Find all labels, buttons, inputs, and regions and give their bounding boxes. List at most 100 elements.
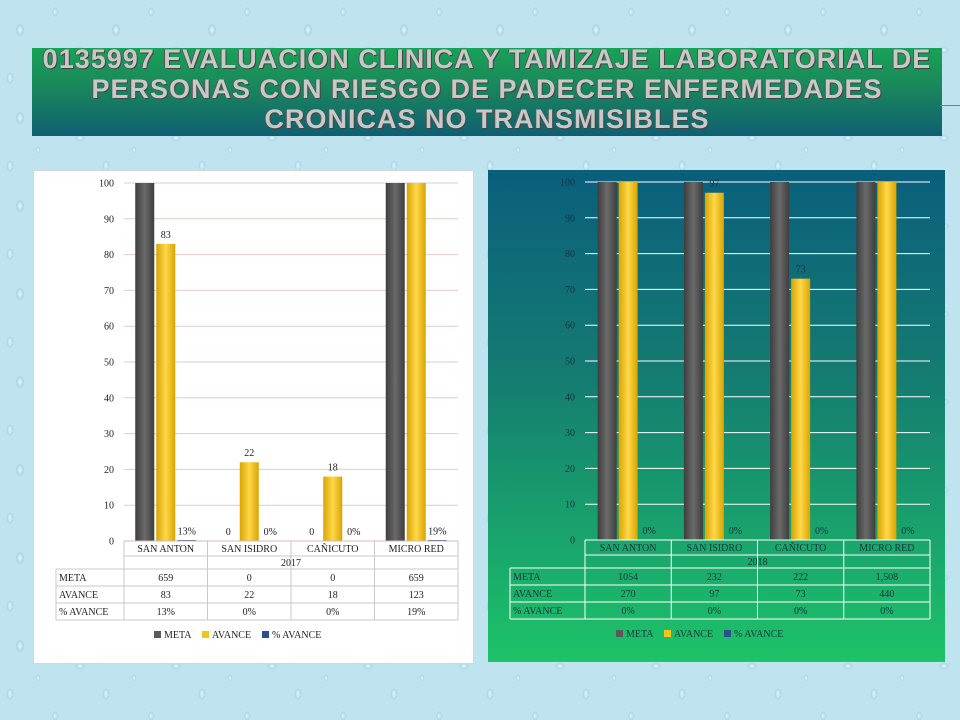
chart-2018: 0 10 20 30 40 50 60 70 80 90 100 0% 97 0% 73 0% 0% SAN AN… <box>509 178 931 640</box>
table-cell: 97 <box>709 589 719 600</box>
legend-swatch <box>262 631 269 638</box>
bar-meta <box>856 182 876 540</box>
data-label: 0% <box>729 526 742 537</box>
bar-meta <box>597 182 617 540</box>
legend-label: % AVANCE <box>734 629 783 640</box>
y-tick-label: 50 <box>104 358 114 369</box>
table-cell: 0 <box>330 573 335 584</box>
table-cell: 19% <box>407 607 425 618</box>
bar-avance <box>877 182 897 540</box>
data-label: 0 <box>226 527 231 538</box>
y-tick-label: 30 <box>565 428 575 439</box>
y-tick-label: 60 <box>565 321 575 332</box>
slide-title: 0135997 EVALUACION CLINICA Y TAMIZAJE LA… <box>42 44 932 134</box>
data-label: 83 <box>161 230 171 241</box>
y-tick-label: 50 <box>565 357 575 368</box>
y-tick-label: 60 <box>104 322 114 333</box>
data-label: 0% <box>815 526 828 537</box>
bar-meta <box>683 182 703 540</box>
title-divider-line <box>940 105 960 106</box>
table-cell: 659 <box>409 573 424 584</box>
table-cell: 0% <box>326 607 339 618</box>
y-tick-label: 80 <box>565 249 575 260</box>
legend-swatch <box>724 630 731 637</box>
y-tick-label: 0 <box>570 536 575 547</box>
table-cell: 0% <box>880 606 893 617</box>
chart-panel-2017: 0 10 20 30 40 50 60 70 80 90 100 83 13% 0 22 0% 0 18 0% 19%… <box>33 170 474 664</box>
legend-swatch <box>202 631 209 638</box>
table-row-label: AVANCE <box>513 589 552 600</box>
category-label: SAN ISIDRO <box>221 544 277 555</box>
table-cell: 0% <box>243 607 256 618</box>
table-cell: 73 <box>796 589 806 600</box>
y-tick-label: 30 <box>104 429 114 440</box>
table-cell: 1054 <box>618 572 638 583</box>
table-cell: 83 <box>161 590 171 601</box>
y-tick-label: 70 <box>565 285 575 296</box>
y-tick-label: 80 <box>104 250 114 261</box>
legend-swatch <box>664 630 671 637</box>
category-label: SAN ISIDRO <box>686 543 742 554</box>
table-row-label: % AVANCE <box>513 606 562 617</box>
bar-meta <box>385 183 405 541</box>
chart-2017: 0 10 20 30 40 50 60 70 80 90 100 83 13% 0 22 0% 0 18 0% 19%… <box>55 179 459 641</box>
table-cell: 22 <box>244 590 254 601</box>
data-label: 19% <box>428 526 446 537</box>
y-tick-label: 40 <box>565 392 575 403</box>
table-cell: 0 <box>247 573 252 584</box>
bar-avance <box>618 182 638 540</box>
data-label: 13% <box>178 527 196 538</box>
table-cell: 440 <box>879 589 894 600</box>
y-tick-label: 10 <box>565 500 575 511</box>
data-label: 0 <box>309 527 314 538</box>
table-cell: 18 <box>328 590 338 601</box>
data-label: 73 <box>796 265 806 276</box>
y-tick-label: 40 <box>104 393 114 404</box>
legend-label: % AVANCE <box>272 630 321 641</box>
bar-avance <box>791 278 811 540</box>
y-tick-label: 20 <box>565 464 575 475</box>
chart-panel-2018: 0 10 20 30 40 50 60 70 80 90 100 0% 97 0% 73 0% 0% SAN AN… <box>488 170 945 662</box>
data-label: 0% <box>901 526 914 537</box>
y-tick-label: 20 <box>104 465 114 476</box>
table-cell: 123 <box>409 590 424 601</box>
data-label: 22 <box>244 448 254 459</box>
table-row-label: % AVANCE <box>59 607 108 618</box>
data-label: 18 <box>328 463 338 474</box>
bar-meta <box>770 182 790 540</box>
bar-avance <box>704 192 724 541</box>
legend-swatch <box>154 631 161 638</box>
bar-avance <box>406 183 426 541</box>
y-tick-label: 90 <box>565 213 575 224</box>
year-label: 2018 <box>748 557 768 568</box>
category-label: MICRO RED <box>859 543 914 554</box>
data-label: 0% <box>347 527 360 538</box>
table-cell: 0% <box>708 606 721 617</box>
title-bar <box>32 48 942 136</box>
bar-avance <box>239 462 259 541</box>
legend-label: AVANCE <box>212 630 251 641</box>
table-cell: 0% <box>621 606 634 617</box>
table-cell: 1,508 <box>876 572 899 583</box>
y-tick-label: 100 <box>560 178 575 189</box>
year-label: 2017 <box>281 558 301 569</box>
y-tick-label: 100 <box>99 179 114 190</box>
table-cell: 13% <box>157 607 175 618</box>
bar-avance <box>323 476 343 541</box>
table-cell: 232 <box>707 572 722 583</box>
category-label: SAN ANTON <box>600 543 657 554</box>
category-label: CAÑICUTO <box>307 543 358 555</box>
table-cell: 270 <box>621 589 636 600</box>
table-row-label: META <box>513 572 541 583</box>
legend-label: AVANCE <box>674 629 713 640</box>
legend-swatch <box>616 630 623 637</box>
bar-meta <box>135 183 155 541</box>
table-cell: 659 <box>158 573 173 584</box>
table-cell: 222 <box>793 572 808 583</box>
y-tick-label: 0 <box>109 537 114 548</box>
data-label: 0% <box>642 526 655 537</box>
bar-avance <box>156 243 176 542</box>
y-tick-label: 70 <box>104 286 114 297</box>
legend-label: META <box>626 629 654 640</box>
category-label: SAN ANTON <box>137 544 194 555</box>
